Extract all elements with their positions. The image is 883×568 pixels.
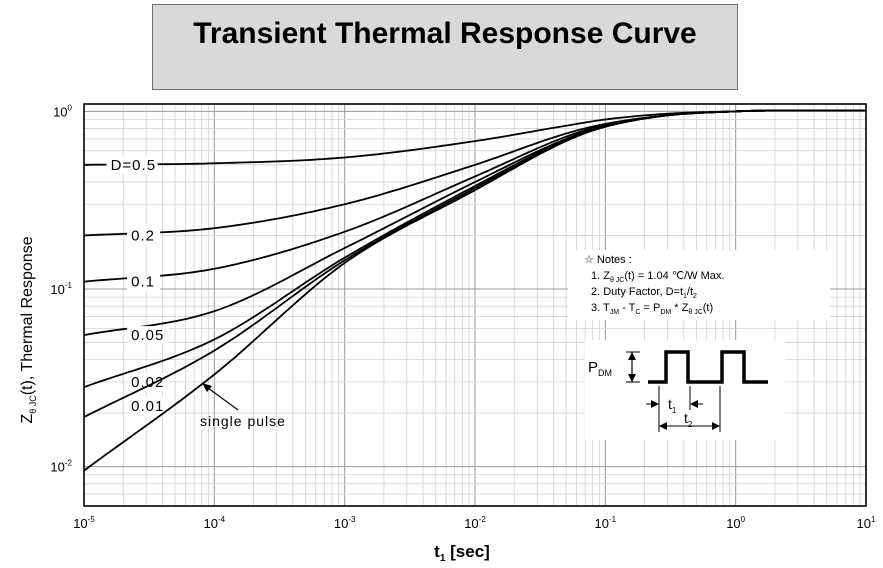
tick-labels: 10-5 10-4 10-3 10-2 10-1 100 101 10-2 10-1 100 — [50, 103, 876, 531]
y-tick-label-1: 10-1 — [50, 281, 72, 297]
series-label-bg-0-05 — [127, 326, 170, 345]
title-box: Transient Thermal Response Curve — [152, 4, 738, 90]
series-label-bg-0-1 — [127, 272, 161, 291]
x-axis-label: t1 [sec] — [434, 542, 490, 564]
series-label-0-01: 0.01 — [131, 398, 164, 415]
series-label-bg-0-2 — [127, 226, 161, 245]
series-label-bg-d-0-5 — [106, 155, 158, 174]
pdm-arrowhead-bottom — [628, 374, 636, 382]
x-tick-label-3: 10-2 — [464, 515, 486, 531]
x-tick-label-1: 10-4 — [204, 515, 226, 531]
y-tick-label-0: 10-2 — [50, 459, 72, 475]
notes-background — [568, 250, 830, 320]
x-tick-label-2: 10-3 — [334, 515, 356, 531]
t2-arrowhead-right — [712, 422, 720, 430]
x-tick-label-5: 100 — [726, 515, 745, 531]
series-label-d-0-5: D=0.5 — [111, 157, 156, 174]
t2-label: t2 — [684, 410, 693, 429]
t2-arrowhead-left — [659, 422, 667, 430]
series-line-single-pulse — [83, 109, 866, 472]
plot-frame — [83, 103, 867, 507]
series-group: D=0.5 0.2 0.1 0.05 0.02 0.01 single pulse — [83, 109, 866, 472]
y-tick-label-2: 100 — [53, 103, 72, 119]
pdm-arrowhead-top — [628, 352, 636, 360]
x-tick-label-0: 10-5 — [73, 515, 95, 531]
series-label-0-1: 0.1 — [131, 274, 155, 291]
series-label-0-2: 0.2 — [131, 228, 155, 245]
chart-title: Transient Thermal Response Curve — [193, 17, 697, 50]
x-tick-label-6: 101 — [857, 515, 876, 531]
single-pulse-arrowhead — [202, 383, 212, 392]
series-label-single-pulse: single pulse — [200, 413, 286, 429]
waveform-background — [585, 340, 785, 440]
t1-label: t1 — [668, 396, 677, 415]
pulse-train — [648, 350, 768, 384]
x-tick-label-4: 10-1 — [595, 515, 617, 531]
series-label-bg-0-01 — [127, 396, 170, 415]
pulse-waveform: PDM t1 t2 — [585, 340, 785, 440]
t1-arrowhead-left — [651, 400, 659, 408]
notes-box: ☆ Notes : 1. Zθ JC(t) = 1.04 ℃/W Max. 2.… — [568, 250, 830, 320]
series-label-bg-0-02 — [127, 372, 170, 391]
t1-arrowhead-right — [690, 400, 698, 408]
pdm-label: PDM — [588, 359, 612, 378]
note-3: 3. TJM - TC = PDM * Zθ JC(t) — [591, 302, 713, 316]
single-pulse-pointer — [203, 384, 239, 411]
series-label-0-02: 0.02 — [131, 374, 164, 391]
notes-header: ☆ Notes : — [584, 254, 632, 266]
note-1: 1. Zθ JC(t) = 1.04 ℃/W Max. — [591, 270, 724, 284]
y-axis-label: Zθ JC(t), Thermal Response — [19, 236, 38, 423]
note-2: 2. Duty Factor, D=t1/t2 — [591, 286, 697, 300]
series-label-0-05: 0.05 — [131, 327, 164, 344]
